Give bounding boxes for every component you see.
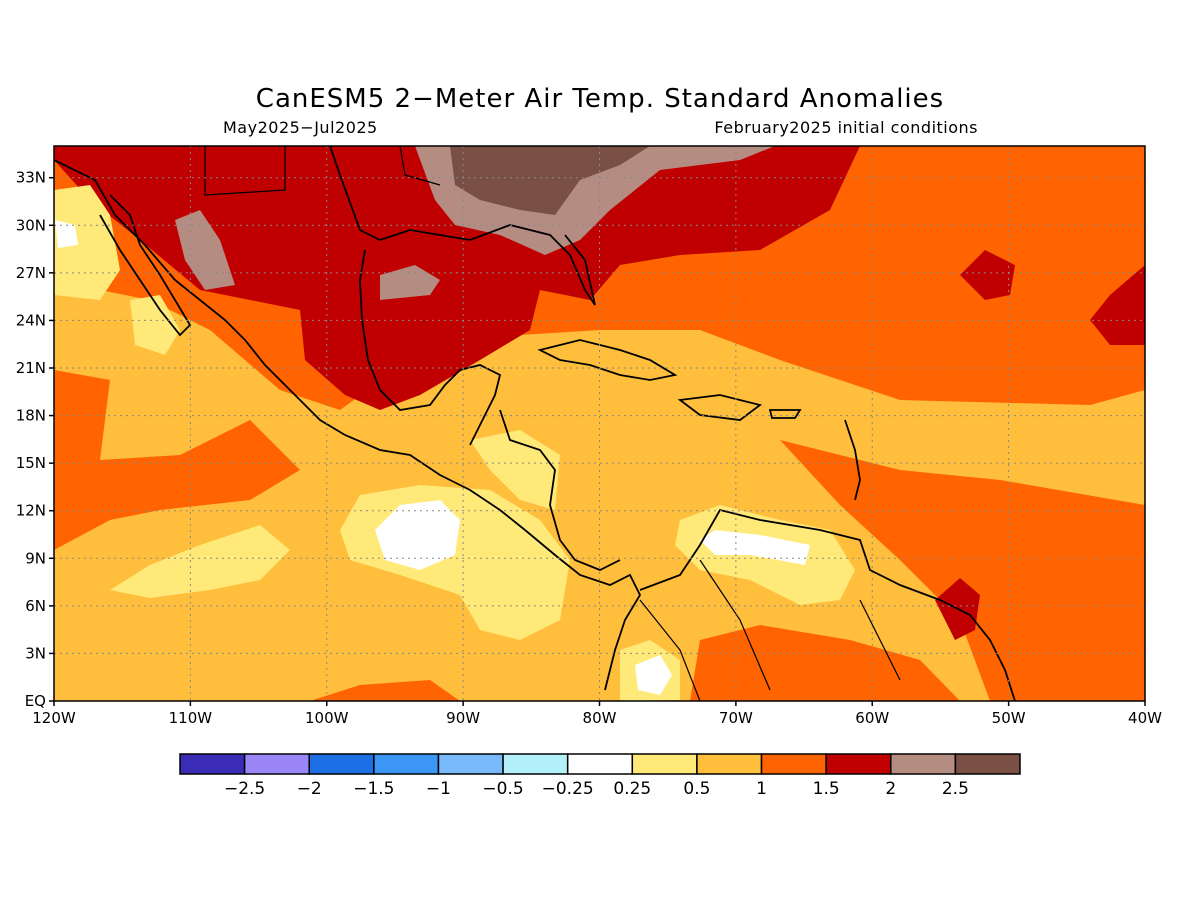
colorbar-label: 1.5 [813, 779, 840, 799]
country-borders [204, 146, 901, 701]
colorbar-label: −1.5 [353, 779, 394, 799]
y-tick-label: 12N [16, 502, 46, 520]
anomaly-region-near-zero [55, 220, 78, 248]
colorbar-label: −0.5 [482, 779, 523, 799]
colorbar-label: 0.5 [683, 779, 710, 799]
colorbar-swatch [566, 753, 634, 775]
colorbar-swatch [502, 753, 569, 775]
colorbar-swatch [243, 753, 310, 775]
anomaly-region-1.5-2 [1090, 265, 1145, 345]
colorbar-swatch [437, 753, 504, 775]
forecast-period: May2025−Jul2025 [223, 118, 378, 137]
colorbar-label: 1 [756, 779, 767, 799]
coastline-mexico-pacific [54, 159, 642, 691]
y-tick-label: 21N [16, 359, 46, 377]
latitude-axis: EQ 3N 6N 9N 12N 15N 18N 21N 24N 27N 30N 33N [16, 169, 54, 710]
colorbar-swatch [890, 753, 957, 775]
longitude-axis: 120W 110W 100W 90W 80W 70W 60W 50W 40W [32, 701, 1162, 727]
y-tick-label: 9N [25, 549, 46, 567]
colorbar-swatch [696, 753, 763, 775]
colorbar-label: −1 [426, 779, 451, 799]
graticule [54, 146, 1145, 701]
colorbar-swatch [179, 753, 246, 775]
anomaly-region-1.5-2 [54, 146, 860, 410]
y-tick-label: 15N [16, 454, 46, 472]
x-tick-label: 110W [169, 709, 213, 727]
anomaly-region-0.25-0.5 [110, 525, 290, 598]
coastline-gulf-west [359, 249, 502, 446]
y-tick-label: 3N [25, 644, 46, 662]
y-tick-label: 24N [16, 311, 46, 329]
y-tick-label: 30N [16, 216, 46, 234]
coastline-south-america-north [639, 508, 1016, 701]
anomaly-region-0.25-0.5 [54, 185, 120, 300]
colorbar-label: 0.25 [613, 779, 651, 799]
anomaly-region-0.25-0.5 [130, 295, 180, 355]
colorbar-swatch [373, 753, 440, 775]
colorbar-label: −2.5 [224, 779, 265, 799]
colorbar-swatch [631, 753, 698, 775]
colorbar-swatch [760, 753, 827, 775]
x-tick-label: 120W [32, 709, 76, 727]
coastline-baja [99, 194, 192, 337]
colorbar-swatch [308, 753, 375, 775]
y-tick-label: 33N [16, 169, 46, 187]
x-tick-label: 40W [1128, 709, 1162, 727]
colorbar-swatch [825, 753, 892, 775]
anomaly-region-above-2.5 [450, 146, 650, 215]
colorbar-label: −2 [297, 779, 322, 799]
x-tick-label: 50W [992, 709, 1026, 727]
anomaly-region-1-1.5 [690, 625, 960, 701]
coastline-lesser-antilles [844, 419, 861, 501]
x-tick-label: 90W [446, 709, 480, 727]
initial-conditions: February2025 initial conditions [714, 118, 978, 137]
anomaly-region-1-1.5 [310, 680, 460, 701]
y-tick-label: 27N [16, 264, 46, 282]
color-legend: −2.5 −2 −1.5 −1 −0.5 −0.25 0.25 0.5 1 1.5 2 2.5 [179, 753, 1021, 799]
anomaly-region-near-zero [700, 530, 810, 565]
anomaly-region-1-1.5 [54, 370, 300, 550]
x-tick-label: 100W [305, 709, 349, 727]
colorbar-label: 2.5 [942, 779, 969, 799]
anomaly-region-near-zero [375, 500, 460, 570]
y-tick-label: 6N [25, 597, 46, 615]
anomaly-region-near-zero [635, 655, 672, 695]
colorbar-swatch [954, 753, 1021, 775]
colorbar-label: 2 [885, 779, 896, 799]
x-tick-label: 70W [719, 709, 753, 727]
y-tick-label: EQ [25, 692, 46, 710]
coastline-central-america-east [499, 409, 621, 571]
colorbar-label: −0.25 [542, 779, 594, 799]
coastline-hispaniola [677, 394, 763, 421]
y-tick-label: 18N [16, 407, 46, 425]
anomaly-region-1-1.5 [780, 440, 1145, 701]
map-title: CanESM5 2−Meter Air Temp. Standard Anoma… [255, 84, 945, 114]
coastline-puerto-rico [768, 409, 802, 419]
anomaly-region-2-2.5 [380, 265, 440, 300]
coastlines [54, 146, 1016, 701]
coastline-gulf-of-mexico [329, 146, 596, 306]
x-tick-label: 80W [583, 709, 617, 727]
x-tick-label: 60W [855, 709, 889, 727]
anomaly-region-1.5-2 [960, 250, 1015, 300]
